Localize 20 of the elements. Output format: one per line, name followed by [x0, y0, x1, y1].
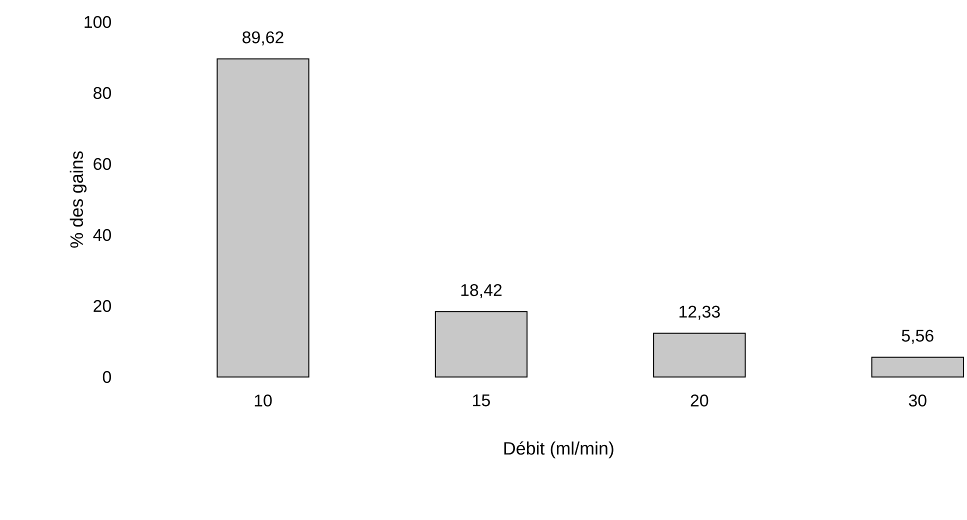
x-tick-label: 30: [908, 394, 926, 407]
data-label: 12,33: [680, 306, 720, 320]
data-label: 5,56: [902, 330, 934, 344]
data-label: 18,42: [461, 284, 502, 298]
y-tick-label: 0: [102, 371, 111, 383]
x-tick-label: 15: [473, 394, 490, 406]
bar: [216, 58, 310, 378]
x-axis-title: Débit (ml/min): [504, 441, 614, 458]
x-tick-label: 20: [690, 394, 708, 407]
bar: [871, 356, 964, 378]
bar: [434, 311, 528, 378]
y-tick-label: 100: [84, 16, 111, 28]
y-tick-label: 20: [94, 300, 111, 312]
x-tick-label: 10: [254, 394, 272, 407]
y-tick-label: 80: [94, 87, 111, 99]
y-tick-label: 60: [94, 158, 111, 170]
bar: [653, 332, 746, 378]
y-tick-label: 40: [93, 229, 111, 241]
y-axis-title: % des gains: [70, 151, 87, 248]
data-label: 89,62: [242, 31, 284, 46]
